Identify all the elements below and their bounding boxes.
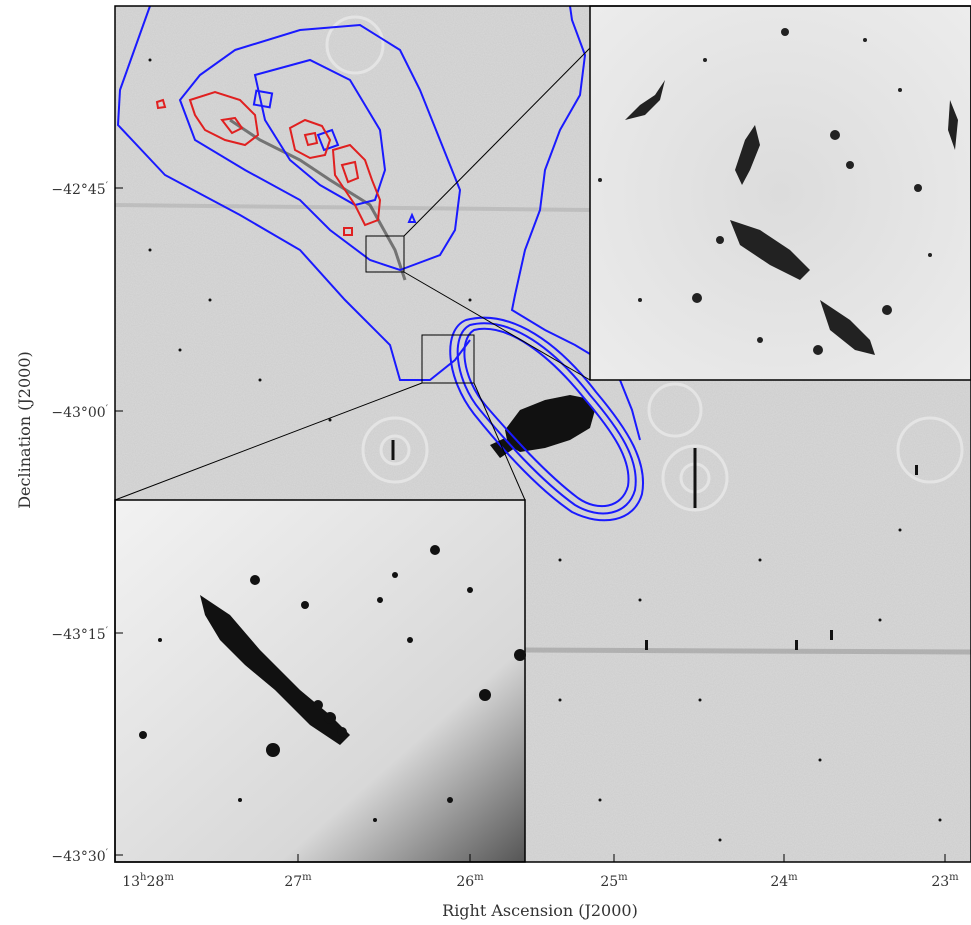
x-tick-labels: 13h28m 27m 26m 25m 24m 23m (122, 872, 959, 890)
y-tick-labels: −42°45′ −43°00′ −43°15′ −43°30′ (51, 181, 108, 865)
y-tick-label: −43°00′ (51, 404, 108, 421)
stars (148, 58, 942, 842)
axis-ticks (115, 187, 946, 862)
x-tick-label: 23m (931, 872, 959, 890)
x-tick-label: 25m (600, 872, 628, 890)
zoom-indicators (114, 47, 591, 501)
ring-artifacts (325, 15, 964, 512)
x-tick-label: 27m (284, 872, 312, 890)
blue-ellipse-contours (449, 316, 645, 522)
x-axis-title: Right Ascension (J2000) (442, 901, 638, 920)
x-tick-label: 26m (456, 872, 484, 890)
y-axis-title: Declination (J2000) (15, 351, 34, 509)
y-tick-label: −43°15′ (51, 626, 108, 643)
plot-frame (114, 5, 971, 863)
x-tick-label: 13h28m (122, 872, 174, 890)
red-contours (155, 90, 382, 236)
inset-bottom-left (114, 499, 526, 863)
y-tick-label: −43°30′ (51, 848, 108, 865)
y-tick-label: −42°45′ (51, 181, 108, 198)
x-tick-label: 24m (770, 872, 798, 890)
inset-top-right (589, 5, 971, 381)
